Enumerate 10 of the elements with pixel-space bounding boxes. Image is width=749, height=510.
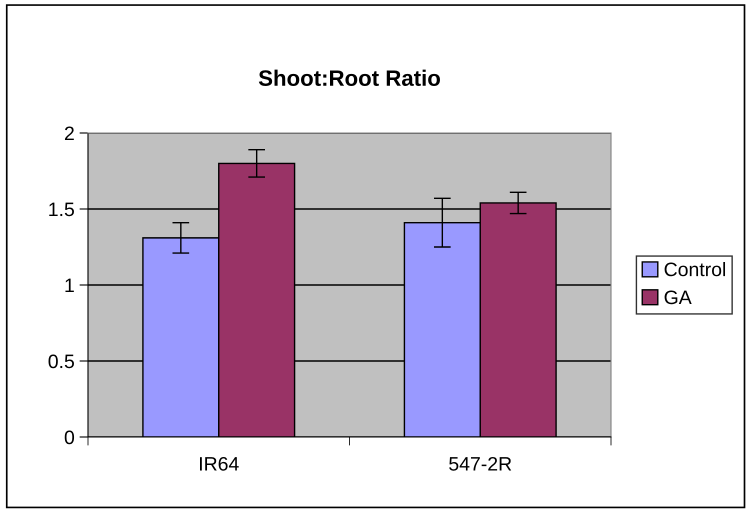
x-tick-label: 547-2R bbox=[449, 456, 512, 471]
legend-label: Control bbox=[664, 262, 726, 276]
chart-title: Shoot:Root Ratio bbox=[258, 70, 440, 86]
y-tick-label: 2 bbox=[64, 126, 74, 140]
y-tick-label: 0.5 bbox=[48, 354, 74, 368]
y-tick-label: 1 bbox=[65, 278, 74, 292]
legend-label: GA bbox=[664, 290, 692, 304]
y-tick-label: 0 bbox=[64, 430, 74, 444]
y-tick-label: 1.5 bbox=[49, 202, 74, 216]
x-tick-label: IR64 bbox=[200, 456, 239, 471]
